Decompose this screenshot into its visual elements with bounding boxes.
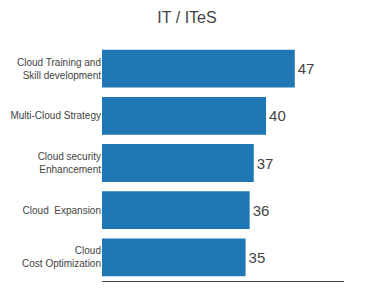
svg-text:CloudCost Optimization: CloudCost Optimization bbox=[22, 245, 101, 269]
svg-text:37: 37 bbox=[257, 155, 274, 172]
svg-text:Cloud Training andSkill develo: Cloud Training andSkill development bbox=[17, 57, 101, 81]
svg-text:Cloud Expansion: Cloud Expansion bbox=[23, 205, 101, 216]
svg-text:Multi-Cloud Strategy: Multi-Cloud Strategy bbox=[10, 110, 101, 121]
svg-text:47: 47 bbox=[298, 60, 315, 77]
svg-text:Cloud securityEnhancement: Cloud securityEnhancement bbox=[38, 151, 102, 175]
svg-text:40: 40 bbox=[269, 107, 286, 124]
svg-text:35: 35 bbox=[249, 249, 266, 266]
svg-text:36: 36 bbox=[253, 202, 270, 219]
svg-text:IT / ITeS: IT / ITeS bbox=[157, 9, 216, 26]
